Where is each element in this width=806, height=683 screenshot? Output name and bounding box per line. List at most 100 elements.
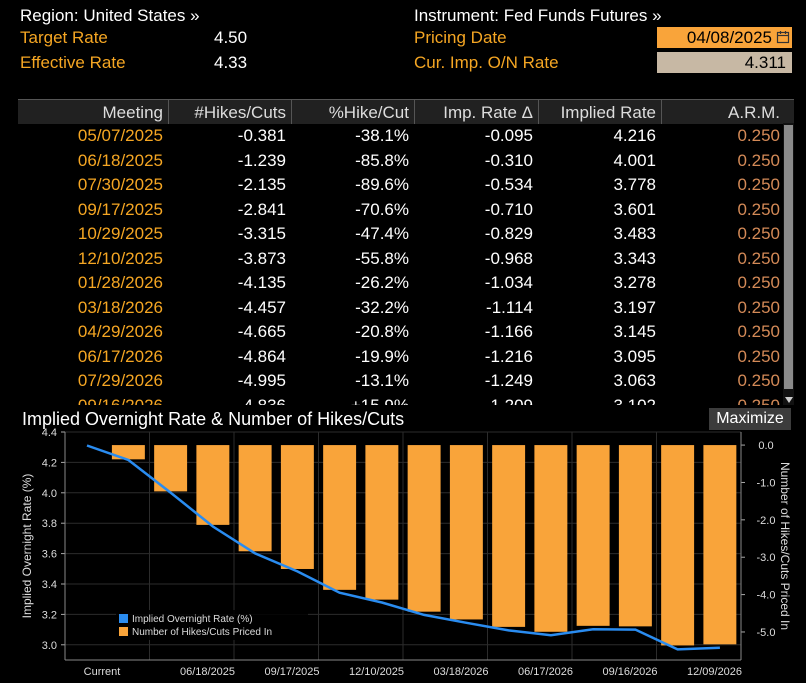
meetings-table: Meeting #Hikes/Cuts %Hike/Cut Imp. Rate …: [18, 99, 794, 405]
pricing-date-input[interactable]: 04/08/2025: [657, 27, 792, 48]
pricing-date-label: Pricing Date: [414, 28, 507, 47]
table-row[interactable]: 09/17/2025 -2.841 -70.6% -0.710 3.601 0.250: [18, 198, 794, 223]
imp-rate-delta-cell: -0.534: [484, 175, 533, 194]
imp-rate-delta-cell: -1.216: [484, 346, 533, 366]
maximize-button[interactable]: Maximize: [709, 408, 791, 430]
effective-rate-label: Effective Rate: [20, 53, 126, 72]
imp-rate-delta-cell: -1.166: [484, 322, 533, 341]
table-row[interactable]: 10/29/2025 -3.315 -47.4% -0.829 3.483 0.250: [18, 222, 794, 247]
pct-hike-cut-cell: -47.4%: [355, 224, 409, 243]
col-header-hikes-cuts[interactable]: #Hikes/Cuts: [194, 103, 286, 122]
arm-cell: 0.250: [737, 126, 780, 145]
table-row[interactable]: 03/18/2026 -4.457 -32.2% -1.114 3.197 0.250: [18, 296, 794, 321]
table-row[interactable]: 07/30/2025 -2.135 -89.6% -0.534 3.778 0.250: [18, 173, 794, 198]
meeting-cell: 07/30/2025: [77, 175, 163, 194]
arm-cell: 0.250: [737, 175, 780, 194]
y2-tick-label: -3.0: [757, 552, 776, 564]
table-row[interactable]: 07/29/2026 -4.995 -13.1% -1.249 3.063 0.250: [18, 369, 794, 394]
col-header-implied-rate[interactable]: Implied Rate: [560, 103, 656, 122]
calendar-icon[interactable]: [776, 30, 790, 44]
cur-imp-rate-field[interactable]: 4.311: [657, 52, 792, 73]
bar-hikes-cuts: [661, 445, 695, 646]
table-body: 05/07/2025 -0.381 -38.1% -0.095 4.216 0.250 06…: [18, 124, 794, 405]
bar-hikes-cuts: [196, 445, 230, 525]
imp-rate-delta-cell: -1.114: [486, 297, 533, 317]
meeting-cell: 12/10/2025: [77, 248, 163, 268]
arm-cell: 0.250: [737, 224, 780, 243]
scroll-down-arrow-icon[interactable]: [785, 397, 793, 403]
scrollbar-thumb[interactable]: [784, 125, 793, 389]
col-header-pct-hike-cut[interactable]: %Hike/Cut: [328, 103, 409, 122]
bar-hikes-cuts: [323, 445, 357, 590]
table-scrollbar[interactable]: [783, 123, 794, 405]
meeting-cell: 04/29/2026: [77, 322, 163, 341]
legend-label: Number of Hikes/Cuts Priced In: [132, 627, 272, 638]
table-row[interactable]: 12/10/2025 -3.873 -55.8% -0.968 3.343 0.250: [18, 247, 794, 272]
bar-hikes-cuts: [111, 445, 145, 460]
pct-hike-cut-cell: -19.9%: [355, 346, 409, 366]
region-selector[interactable]: Region: United States »: [20, 6, 200, 26]
meeting-cell: 01/28/2026: [77, 273, 163, 292]
y2-tick-label: -1.0: [757, 477, 776, 489]
col-header-imp-rate-delta[interactable]: Imp. Rate Δ: [443, 103, 533, 122]
col-header-arm[interactable]: A.R.M.: [728, 103, 780, 122]
implied-rate-cell: 3.278: [613, 273, 656, 292]
hikes-cuts-cell: -4.864: [237, 346, 286, 366]
pct-hike-cut-cell: -32.2%: [355, 297, 409, 317]
implied-rate-cell: 3.601: [613, 199, 656, 219]
hikes-cuts-cell: -1.239: [237, 150, 286, 170]
x-tick-label: 12/10/2025: [349, 666, 404, 678]
hikes-cuts-cell: -4.995: [237, 371, 286, 390]
column-divider: [291, 100, 292, 124]
y-tick-label: 3.6: [42, 549, 57, 561]
y-tick-label: 3.0: [42, 640, 57, 652]
legend-box: [116, 610, 308, 640]
meeting-cell: 06/17/2026: [77, 346, 163, 366]
effective-rate-value: 4.33: [214, 53, 248, 72]
hikes-cuts-cell: -4.836: [237, 395, 286, 406]
table-row[interactable]: 06/18/2025 -1.239 -85.8% -0.310 4.001 0.250: [18, 149, 794, 174]
hikes-cuts-cell: -3.873: [237, 248, 286, 268]
hikes-cuts-cell: -0.381: [237, 126, 286, 145]
column-divider: [168, 100, 169, 124]
pct-hike-cut-cell: -13.1%: [355, 371, 409, 390]
arm-cell: 0.250: [737, 297, 780, 317]
implied-rate-cell: 3.063: [613, 371, 656, 390]
table-row[interactable]: 04/29/2026 -4.665 -20.8% -1.166 3.145 0.250: [18, 320, 794, 345]
implied-rate-cell: 3.343: [613, 248, 656, 268]
imp-rate-delta-cell: -0.829: [484, 224, 533, 243]
table-row[interactable]: 09/16/2026 -4.836 +15.9% -1.209 3.102 0.250: [18, 394, 794, 406]
col-header-meeting[interactable]: Meeting: [102, 103, 163, 122]
imp-rate-delta-cell: -0.095: [484, 126, 533, 145]
table-header: Meeting #Hikes/Cuts %Hike/Cut Imp. Rate …: [18, 99, 794, 124]
instrument-selector[interactable]: Instrument: Fed Funds Futures »: [414, 6, 662, 26]
arm-cell: 0.250: [737, 273, 780, 292]
bar-hikes-cuts: [280, 445, 314, 569]
hikes-cuts-cell: -2.841: [237, 199, 286, 219]
implied-rate-cell: 3.483: [613, 224, 656, 243]
legend-swatch-bar: [119, 627, 128, 636]
meeting-cell: 03/18/2026: [77, 297, 163, 317]
instrument-chevron-icon: »: [652, 6, 662, 25]
y-tick-label: 3.4: [42, 579, 57, 591]
table-row[interactable]: 05/07/2025 -0.381 -38.1% -0.095 4.216 0.250: [18, 124, 794, 149]
hikes-cuts-cell: -4.135: [237, 273, 286, 292]
implied-rate-cell: 4.001: [613, 150, 656, 170]
legend-swatch-line: [119, 614, 128, 623]
series-line-implied-rate: [86, 444, 720, 651]
y2-tick-label: -4.0: [757, 590, 776, 602]
pct-hike-cut-cell: -38.1%: [355, 126, 409, 145]
x-tick-label: Current: [84, 666, 121, 678]
y2-tick-label: -5.0: [757, 627, 776, 639]
arm-cell: 0.250: [737, 395, 780, 406]
region-chevron-icon: »: [190, 6, 200, 25]
table-row[interactable]: 01/28/2026 -4.135 -26.2% -1.034 3.278 0.250: [18, 271, 794, 296]
pct-hike-cut-cell: -89.6%: [355, 175, 409, 194]
column-divider: [538, 100, 539, 124]
y-tick-label: 3.2: [42, 609, 57, 621]
arm-cell: 0.250: [737, 248, 780, 268]
table-row[interactable]: 06/17/2026 -4.864 -19.9% -1.216 3.095 0.250: [18, 345, 794, 370]
meeting-cell: 07/29/2026: [77, 371, 163, 390]
hikes-cuts-cell: -4.665: [237, 322, 286, 341]
